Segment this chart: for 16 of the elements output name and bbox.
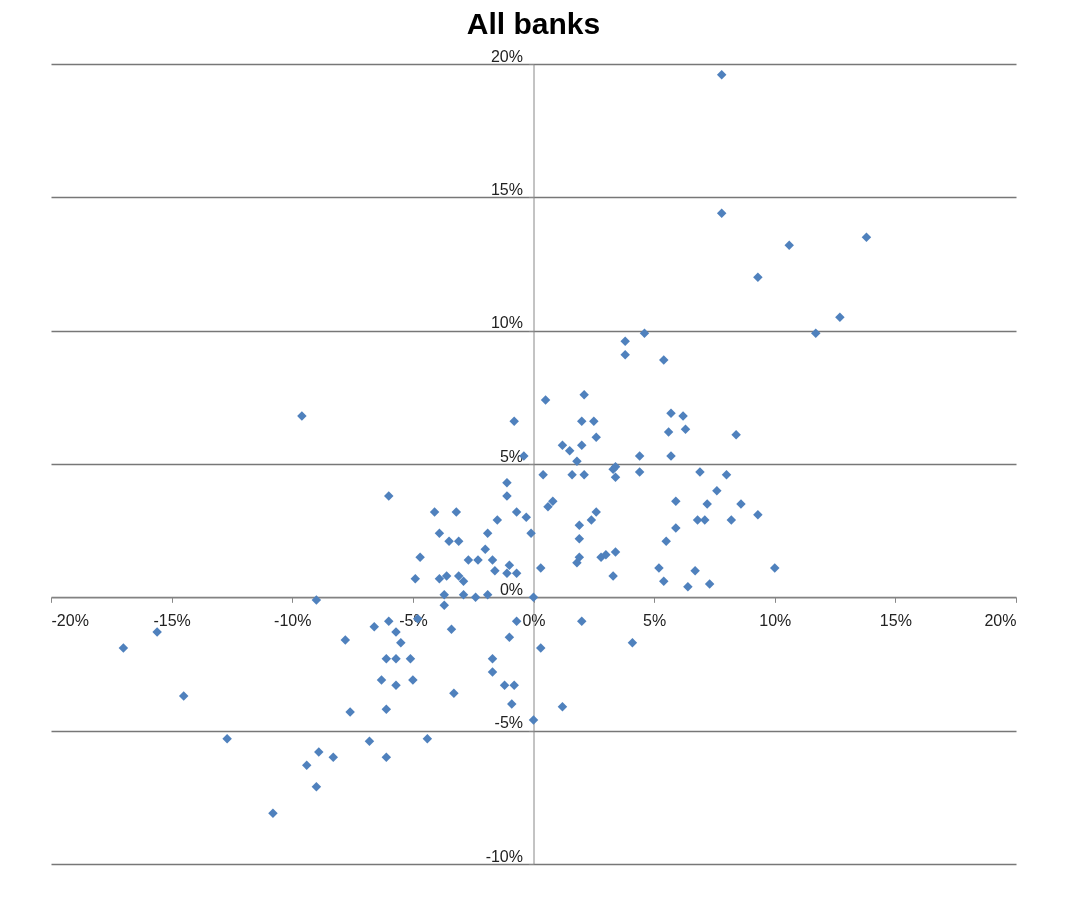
x-tick-label: -10% — [274, 611, 312, 629]
x-tick-label: 5% — [643, 611, 667, 629]
x-tick-label: 0% — [522, 611, 546, 629]
y-tick-label: 20% — [490, 47, 523, 65]
y-tick-label: 10% — [490, 314, 523, 332]
y-tick-label: 0% — [499, 580, 523, 598]
x-tick-label: 20% — [984, 611, 1017, 629]
y-tick-label: -10% — [485, 847, 523, 865]
x-tick-label: 15% — [879, 611, 912, 629]
x-tick-label: 10% — [759, 611, 792, 629]
chart-title: All banks — [466, 7, 601, 40]
y-tick-label: 5% — [499, 447, 523, 465]
x-tick-label: -20% — [51, 611, 89, 629]
x-tick-label: -15% — [153, 611, 191, 629]
y-tick-label: -5% — [494, 714, 523, 732]
y-tick-label: 15% — [490, 180, 523, 198]
